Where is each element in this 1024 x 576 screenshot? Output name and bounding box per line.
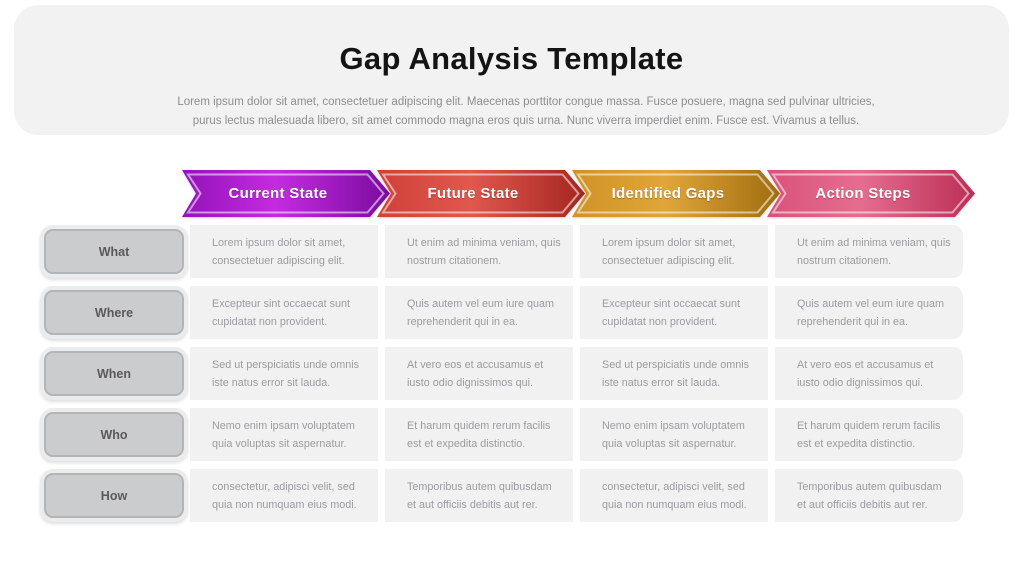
table-cell: Et harum quidem rerum facilis est et exp…: [385, 408, 573, 461]
table-cell: Quis autem vel eum iure quam reprehender…: [775, 286, 963, 339]
chevron-arrow-icon: [377, 170, 585, 217]
table-cell: Lorem ipsum dolor sit amet, consectetuer…: [190, 225, 378, 278]
row-label-text: Where: [44, 290, 184, 335]
column-header-current-state: Current State: [180, 170, 392, 217]
table-cell: Nemo enim ipsam voluptatem quia voluptas…: [190, 408, 378, 461]
table-cell: consectetur, adipisci velit, sed quia no…: [190, 469, 378, 522]
column-header-identified-gaps: Identified Gaps: [570, 170, 782, 217]
table-cell: Ut enim ad minima veniam, quis nostrum c…: [775, 225, 963, 278]
table-cell: Quis autem vel eum iure quam reprehender…: [385, 286, 573, 339]
header-panel: Gap Analysis Template Lorem ipsum dolor …: [14, 5, 1009, 135]
table-cell: Ut enim ad minima veniam, quis nostrum c…: [385, 225, 573, 278]
column-header-future-state: Future State: [375, 170, 587, 217]
row-label-text: When: [44, 351, 184, 396]
row-label-what: What: [40, 225, 188, 278]
row-label-when: When: [40, 347, 188, 400]
table-cell: At vero eos et accusamus et iusto odio d…: [775, 347, 963, 400]
table-cell: Nemo enim ipsam voluptatem quia voluptas…: [580, 408, 768, 461]
column-header-action-steps: Action Steps: [765, 170, 977, 217]
column-header-label: Current State: [228, 185, 328, 202]
column-header-label: Future State: [427, 185, 519, 202]
row-label-text: How: [44, 473, 184, 518]
page-title: Gap Analysis Template: [339, 41, 684, 76]
chevron-arrow-icon: [182, 170, 390, 217]
row-label-who: Who: [40, 408, 188, 461]
chevron-arrow-icon: [767, 170, 975, 217]
chevron-arrow-icon: [572, 170, 780, 217]
subtitle-text: Lorem ipsum dolor sit amet, consectetuer…: [177, 96, 875, 127]
table-cell: Sed ut perspiciatis unde omnis iste natu…: [190, 347, 378, 400]
row-label-how: How: [40, 469, 188, 522]
table-cell: Sed ut perspiciatis unde omnis iste natu…: [580, 347, 768, 400]
table-cell: At vero eos et accusamus et iusto odio d…: [385, 347, 573, 400]
table-cell: Lorem ipsum dolor sit amet, consectetuer…: [580, 225, 768, 278]
column-header-label: Identified Gaps: [611, 185, 725, 202]
table-cell: Temporibus autem quibusdam et aut offici…: [775, 469, 963, 522]
table-cell: Temporibus autem quibusdam et aut offici…: [385, 469, 573, 522]
table-cell: Et harum quidem rerum facilis est et exp…: [775, 408, 963, 461]
column-header-label: Action Steps: [815, 185, 911, 202]
table-cell: consectetur, adipisci velit, sed quia no…: [580, 469, 768, 522]
table-cell: Excepteur sint occaecat sunt cupidatat n…: [190, 286, 378, 339]
row-label-where: Where: [40, 286, 188, 339]
row-label-text: What: [44, 229, 184, 274]
row-label-text: Who: [44, 412, 184, 457]
table-cell: Excepteur sint occaecat sunt cupidatat n…: [580, 286, 768, 339]
